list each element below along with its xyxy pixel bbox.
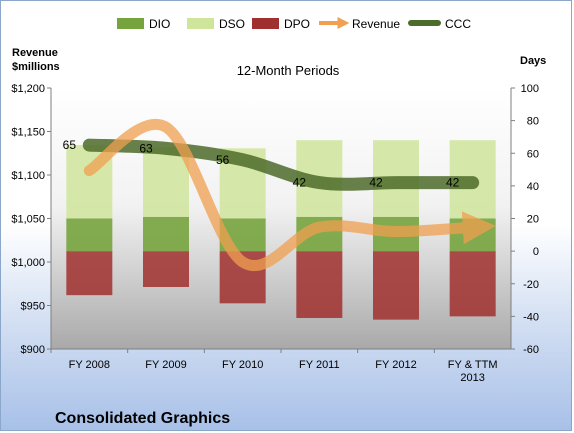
chart-title: 12-Month Periods xyxy=(237,63,340,78)
x-tick-label: FY 2012 xyxy=(375,359,416,371)
ccc-data-label: 65 xyxy=(63,138,77,152)
legend-dio-swatch xyxy=(117,18,144,29)
revenue-line xyxy=(83,119,496,271)
legend: DIO DSO DPO Revenue CCC xyxy=(117,17,471,31)
right-tick-label: 0 xyxy=(533,246,539,258)
legend-ccc-label: CCC xyxy=(445,17,471,31)
x-tick-label: FY 2008 xyxy=(69,359,110,371)
bar-dpo xyxy=(66,251,113,296)
left-tick-label: $1,200 xyxy=(11,83,45,95)
bar-dpo xyxy=(296,251,343,319)
bar-dio xyxy=(143,216,189,252)
data-label-layer: 65 63 56 42 42 42 xyxy=(63,138,460,190)
legend-dpo-label: DPO xyxy=(284,17,310,31)
legend-revenue-label: Revenue xyxy=(352,17,400,31)
ccc-data-label: 42 xyxy=(369,176,383,190)
right-tick-label: 60 xyxy=(527,148,539,160)
left-tick-label: $1,100 xyxy=(11,170,45,182)
bar-dpo xyxy=(449,251,496,317)
legend-dio-label: DIO xyxy=(149,17,170,31)
bar-dio xyxy=(66,218,113,252)
left-tick-label: $1,050 xyxy=(11,214,45,226)
left-axis-label-line2: $millions xyxy=(12,61,60,73)
left-tick-label: $950 xyxy=(21,301,45,313)
line-layer xyxy=(82,119,496,271)
right-tick-label: -60 xyxy=(523,344,539,356)
legend-dpo-swatch xyxy=(252,18,279,29)
right-tick-label: 40 xyxy=(527,181,539,193)
right-tick-label: 20 xyxy=(527,214,539,226)
x-tick-label: FY 2011 xyxy=(299,359,340,371)
bar-dpo xyxy=(143,251,189,288)
right-tick-label: 80 xyxy=(527,116,539,128)
left-axis-label-line1: Revenue xyxy=(12,47,58,59)
legend-dso-label: DSO xyxy=(219,17,245,31)
plot-area xyxy=(51,88,511,349)
bar-dpo xyxy=(373,251,419,320)
left-tick-label: $1,000 xyxy=(11,257,45,269)
x-tick-label: FY 2009 xyxy=(145,359,186,371)
left-tick-label: $900 xyxy=(21,344,45,356)
ccc-data-label: 63 xyxy=(139,141,153,155)
ccc-data-label: 56 xyxy=(216,153,230,167)
axes: $900 $950 $1,000 $1,050 $1,100 $1,150 $1,200 -6… xyxy=(11,83,539,384)
right-tick-label: 100 xyxy=(521,83,539,95)
ccc-data-label: 42 xyxy=(293,176,307,190)
right-tick-label: -40 xyxy=(523,311,539,323)
right-axis-label: Days xyxy=(520,55,546,67)
x-tick-label: FY & TTM xyxy=(448,359,498,371)
x-tick-label: FY 2010 xyxy=(222,359,263,371)
company-name: Consolidated Graphics xyxy=(55,410,230,427)
ccc-data-label: 42 xyxy=(446,176,460,190)
left-tick-label: $1,150 xyxy=(11,127,45,139)
bar-dso xyxy=(143,146,189,217)
right-tick-label: -20 xyxy=(523,279,539,291)
ccc-line xyxy=(82,138,480,191)
x-tick-label: 2013 xyxy=(460,372,484,384)
legend-dso-swatch xyxy=(187,18,214,29)
